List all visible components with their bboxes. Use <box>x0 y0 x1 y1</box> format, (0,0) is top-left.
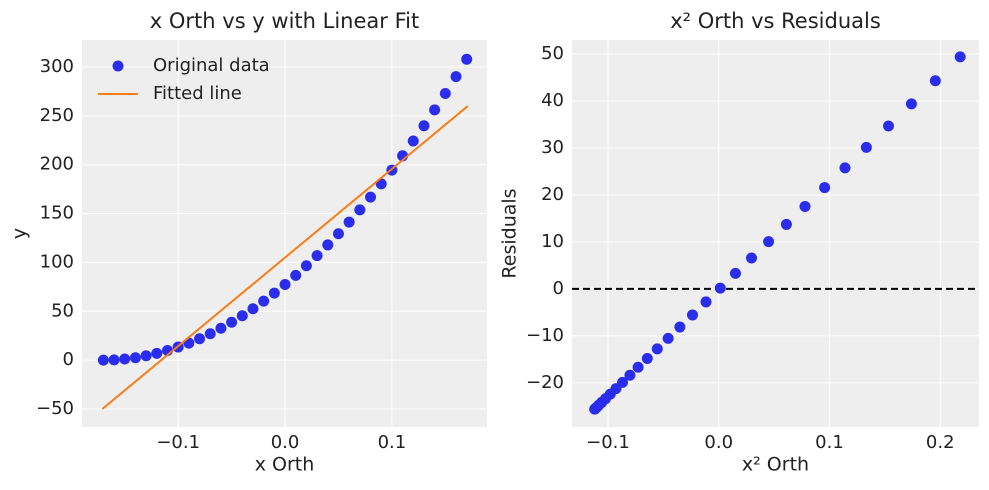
x-tick-label: 0.2 <box>926 432 955 453</box>
data-point <box>140 350 152 362</box>
y-tick-label: 20 <box>541 184 564 205</box>
data-point <box>108 354 120 366</box>
y-tick-label: −10 <box>526 325 564 346</box>
data-point <box>311 250 323 262</box>
data-point <box>929 75 941 87</box>
data-point <box>343 216 355 228</box>
legend-swatch <box>112 60 124 72</box>
data-point <box>236 310 248 322</box>
data-point <box>129 352 141 364</box>
data-point <box>651 343 663 355</box>
data-point <box>418 120 430 132</box>
data-point <box>632 361 644 373</box>
data-point <box>226 316 238 328</box>
data-point <box>450 71 462 83</box>
data-point <box>439 87 451 99</box>
y-tick-label: 50 <box>51 300 74 321</box>
data-point <box>700 296 712 308</box>
x-tick-label: 0.1 <box>815 432 844 453</box>
data-point <box>429 104 441 116</box>
data-point <box>954 51 966 63</box>
x-tick-label: −0.1 <box>156 432 200 453</box>
data-point <box>407 135 419 147</box>
chart-title: x² Orth vs Residuals <box>670 9 881 33</box>
data-point <box>662 332 674 344</box>
data-point <box>860 141 872 153</box>
data-point <box>714 282 726 294</box>
y-tick-label: 30 <box>541 137 564 158</box>
data-point <box>746 252 758 264</box>
data-point <box>799 200 811 212</box>
x-tick-label: −0.1 <box>586 432 630 453</box>
y-tick-label: 200 <box>40 154 74 175</box>
data-point <box>194 333 206 345</box>
y-tick-label: −20 <box>526 372 564 393</box>
y-tick-label: 100 <box>40 251 74 272</box>
data-point <box>290 269 302 281</box>
data-point <box>461 53 473 65</box>
data-point <box>97 354 109 366</box>
data-point <box>763 236 775 248</box>
data-point <box>332 228 344 240</box>
data-point <box>641 352 653 364</box>
data-point <box>780 218 792 230</box>
x-axis-label: x Orth <box>255 454 315 476</box>
data-point <box>819 182 831 194</box>
y-tick-label: 10 <box>541 231 564 252</box>
data-point <box>617 376 629 388</box>
y-tick-label: 50 <box>541 43 564 64</box>
y-tick-label: 250 <box>40 105 74 126</box>
data-point <box>151 347 163 359</box>
data-point <box>686 309 698 321</box>
data-point <box>247 303 259 315</box>
data-point <box>883 120 895 132</box>
y-tick-label: 40 <box>541 90 564 111</box>
data-point <box>624 369 636 381</box>
y-tick-label: −50 <box>36 398 74 419</box>
y-tick-label: 150 <box>40 203 74 224</box>
data-point <box>268 287 280 299</box>
legend-label: Original data <box>153 55 270 76</box>
x-axis-label: x² Orth <box>742 454 809 476</box>
data-point <box>300 260 312 272</box>
plot-area <box>82 40 487 427</box>
data-point <box>729 267 741 279</box>
y-axis-label: y <box>9 228 31 239</box>
y-tick-label: 0 <box>553 278 564 299</box>
x-tick-label: 0.1 <box>378 432 407 453</box>
data-point <box>322 239 334 251</box>
data-point <box>839 162 851 174</box>
data-point <box>674 321 686 333</box>
legend-label: Fitted line <box>153 83 242 104</box>
x-tick-label: 0.0 <box>271 432 300 453</box>
data-point <box>119 353 131 365</box>
data-point <box>279 279 291 291</box>
y-tick-label: 0 <box>63 349 74 370</box>
y-axis-label: Residuals <box>499 188 521 278</box>
y-tick-label: 300 <box>40 56 74 77</box>
data-point <box>905 98 917 110</box>
data-point <box>365 191 377 203</box>
fit-line <box>101 105 469 410</box>
data-point <box>204 328 216 340</box>
data-point <box>215 322 227 334</box>
chart-title: x Orth vs y with Linear Fit <box>150 9 419 33</box>
data-point <box>258 295 270 307</box>
x-tick-label: 0.0 <box>704 432 733 453</box>
data-point <box>354 204 366 216</box>
